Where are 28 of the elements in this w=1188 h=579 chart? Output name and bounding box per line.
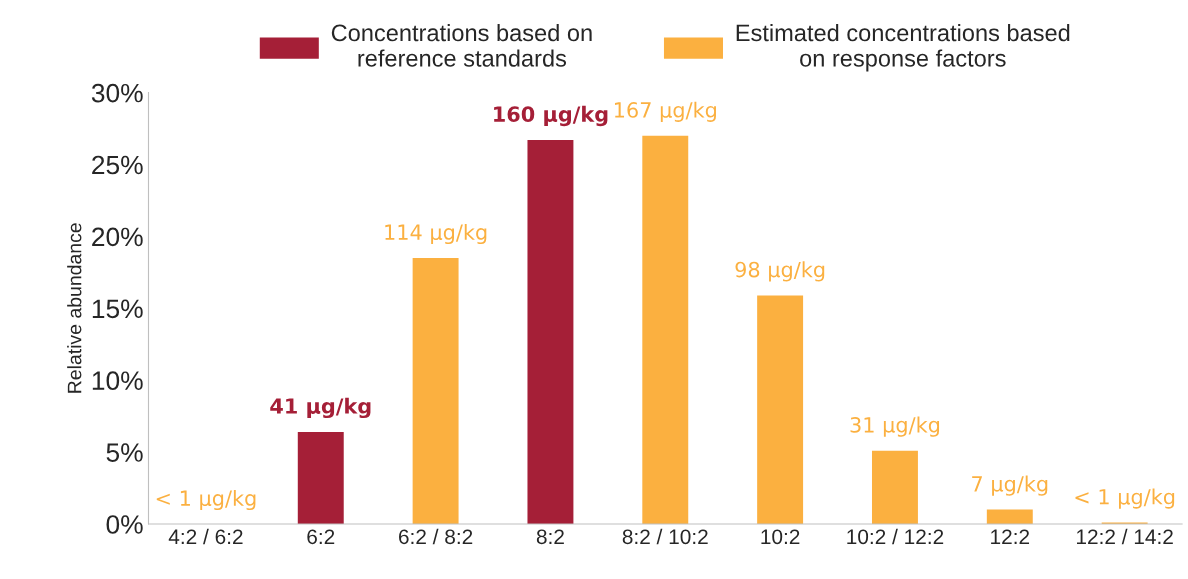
annotation: 98 µg/kg <box>735 261 825 282</box>
y-axis-title: Relative abundance <box>67 223 82 393</box>
y-tick-label: 30% <box>91 83 143 103</box>
x-tick-label: 12:2 <box>991 529 1030 544</box>
annotation: 7 µg/kg <box>972 475 1048 496</box>
y-tick-label: 25% <box>92 155 143 175</box>
x-tick-label: 10:2 <box>761 529 800 545</box>
y-tick-label: 15% <box>92 299 143 319</box>
annotation: 160 µg/kg <box>494 105 608 127</box>
annotation: 41 µg/kg <box>270 397 371 419</box>
y-tick-label: 5% <box>106 443 143 462</box>
x-tick-label: 10:2 / 12:2 <box>847 528 944 545</box>
y-tick-label: 0% <box>106 515 143 534</box>
y-tick-label: 10% <box>92 371 143 391</box>
y-tick-label: 20% <box>92 227 143 247</box>
annotation: 114 µg/kg <box>385 223 487 245</box>
x-tick-label: 6:2 / 8:2 <box>399 528 473 545</box>
legend-label: Estimated concentrations based on response factors <box>736 23 1070 72</box>
x-tick-label: 8:2 <box>536 529 564 545</box>
annotation: 31 µg/kg <box>850 416 940 437</box>
annotation: < 1 µg/kg <box>1075 488 1175 509</box>
x-tick-label: 12:2 / 14:2 <box>1077 528 1173 545</box>
annotation: < 1 µg/kg <box>156 489 256 511</box>
annotation: 167 µg/kg <box>614 101 716 122</box>
x-tick-label: 6:2 <box>307 529 335 545</box>
x-tick-label: 8:2 / 10:2 <box>622 528 708 545</box>
x-tick-label: 4:2 / 6:2 <box>168 528 243 545</box>
legend-label: Concentrations based on reference standards <box>331 23 592 67</box>
